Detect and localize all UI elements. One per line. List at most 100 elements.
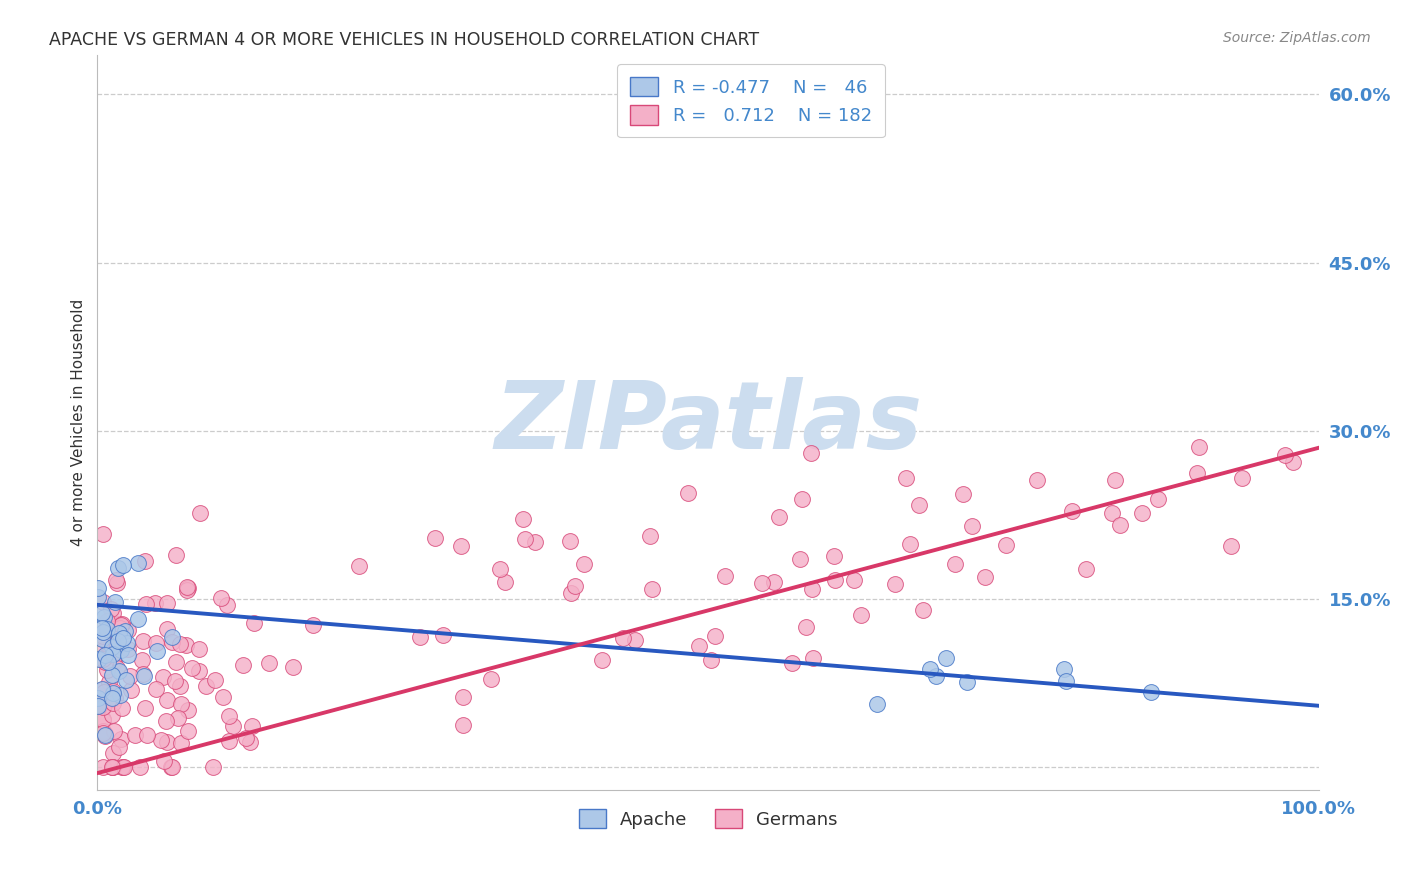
Point (824, 574, 846, 588)
Point (823, 549, 845, 563)
Point (1101, 506, 1123, 520)
Point (96, 663, 118, 677)
Point (1053, 662, 1076, 676)
Point (101, 640, 124, 654)
Point (1140, 685, 1163, 699)
Point (174, 638, 197, 652)
Point (87, 581, 110, 595)
Point (96, 615, 118, 629)
Point (156, 735, 179, 749)
Point (866, 697, 889, 711)
Point (132, 667, 155, 681)
Point (93, 724, 115, 739)
Point (155, 714, 177, 728)
Point (638, 529, 661, 543)
Point (101, 668, 124, 682)
Point (240, 719, 263, 733)
Point (90, 607, 112, 621)
Point (117, 648, 139, 662)
Point (93, 655, 115, 669)
Point (1281, 455, 1303, 469)
Point (167, 711, 190, 725)
Point (103, 683, 125, 698)
Point (103, 655, 125, 669)
Point (177, 581, 200, 595)
Point (211, 690, 233, 704)
Point (450, 539, 472, 553)
Point (103, 647, 125, 661)
Point (1054, 673, 1077, 688)
Point (165, 655, 187, 669)
Point (1219, 539, 1241, 553)
Point (177, 723, 200, 738)
Point (523, 534, 546, 549)
Point (97, 675, 120, 690)
Point (572, 557, 595, 571)
Point (108, 664, 131, 678)
Point (751, 576, 773, 591)
Point (243, 615, 266, 630)
Point (217, 598, 239, 612)
Point (103, 760, 125, 774)
Point (156, 596, 179, 610)
Point (111, 760, 134, 774)
Point (93, 685, 115, 699)
Point (91, 681, 114, 696)
Point (98, 647, 121, 661)
Point (713, 569, 735, 583)
Point (105, 661, 128, 675)
Point (238, 734, 260, 748)
Point (97, 637, 120, 651)
Point (105, 573, 128, 587)
Point (423, 531, 446, 545)
Point (762, 575, 785, 590)
Point (101, 760, 124, 774)
Point (789, 552, 811, 566)
Point (176, 582, 198, 597)
Point (87, 651, 110, 665)
Point (132, 634, 155, 648)
Point (1104, 473, 1126, 487)
Point (849, 607, 872, 622)
Point (91, 632, 114, 647)
Point (134, 701, 156, 715)
Point (145, 596, 167, 610)
Point (127, 556, 149, 570)
Point (94, 727, 117, 741)
Point (699, 653, 721, 667)
Point (104, 690, 127, 705)
Point (103, 724, 125, 739)
Point (100, 602, 122, 616)
Point (114, 624, 136, 639)
Point (451, 690, 474, 704)
Point (349, 558, 371, 573)
Point (943, 557, 966, 571)
Point (110, 618, 132, 632)
Point (117, 641, 139, 656)
Point (93, 700, 115, 714)
Text: Source: ZipAtlas.com: Source: ZipAtlas.com (1223, 31, 1371, 45)
Point (94, 728, 117, 742)
Point (790, 491, 813, 506)
Point (283, 659, 305, 673)
Point (257, 656, 280, 670)
Point (1230, 470, 1253, 484)
Point (86, 698, 108, 713)
Point (93, 624, 115, 639)
Point (107, 561, 129, 575)
Point (104, 595, 127, 609)
Y-axis label: 4 or more Vehicles in Household: 4 or more Vehicles in Household (72, 299, 86, 546)
Point (209, 591, 232, 606)
Point (91, 625, 114, 640)
Point (120, 683, 142, 698)
Point (803, 651, 825, 665)
Point (110, 688, 132, 702)
Point (479, 672, 502, 686)
Point (105, 575, 128, 590)
Point (960, 519, 983, 533)
Point (1109, 518, 1132, 533)
Point (127, 612, 149, 626)
Text: ZIPatlas: ZIPatlas (494, 376, 922, 468)
Point (920, 661, 942, 675)
Point (908, 498, 931, 512)
